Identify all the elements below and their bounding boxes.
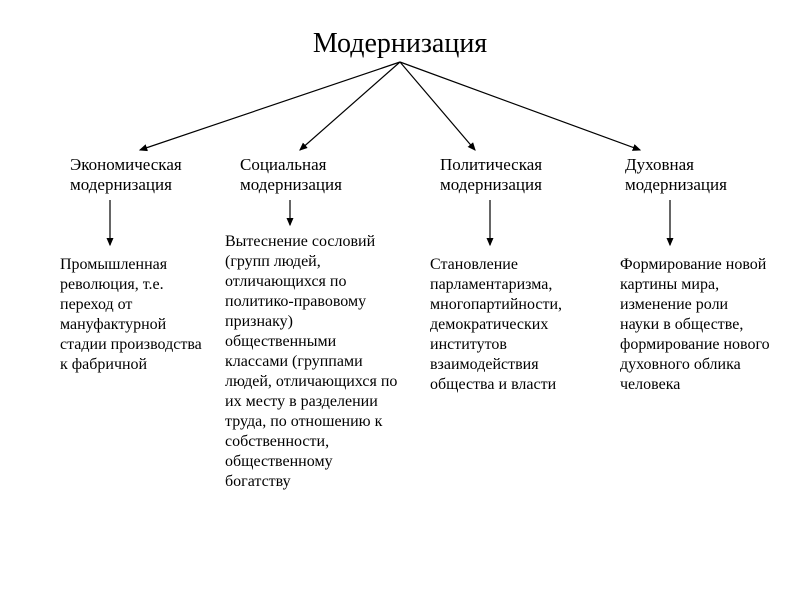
branch-label-spiritual: Духовная модернизация [625, 155, 765, 196]
branch-desc-social: Вытеснение сословий (групп людей, отлича… [225, 232, 400, 492]
diagram-canvas: Модернизация Экономическая модернизация П… [0, 0, 800, 600]
arrow-root-to-social [300, 62, 400, 150]
arrow-root-to-spiritual [400, 62, 640, 150]
arrow-root-to-political [400, 62, 475, 150]
diagram-title: Модернизация [0, 28, 800, 60]
branch-label-economic: Экономическая модернизация [70, 155, 220, 196]
branch-desc-economic: Промышленная революция, т.е. переход от … [60, 255, 210, 375]
branch-label-social: Социальная модернизация [240, 155, 380, 196]
branch-desc-spiritual: Формирование новой картины мира, изменен… [620, 255, 770, 395]
branch-desc-political: Становление парламентаризма, многопартий… [430, 255, 600, 395]
branch-label-political: Политическая модернизация [440, 155, 590, 196]
arrow-root-to-economic [140, 62, 400, 150]
